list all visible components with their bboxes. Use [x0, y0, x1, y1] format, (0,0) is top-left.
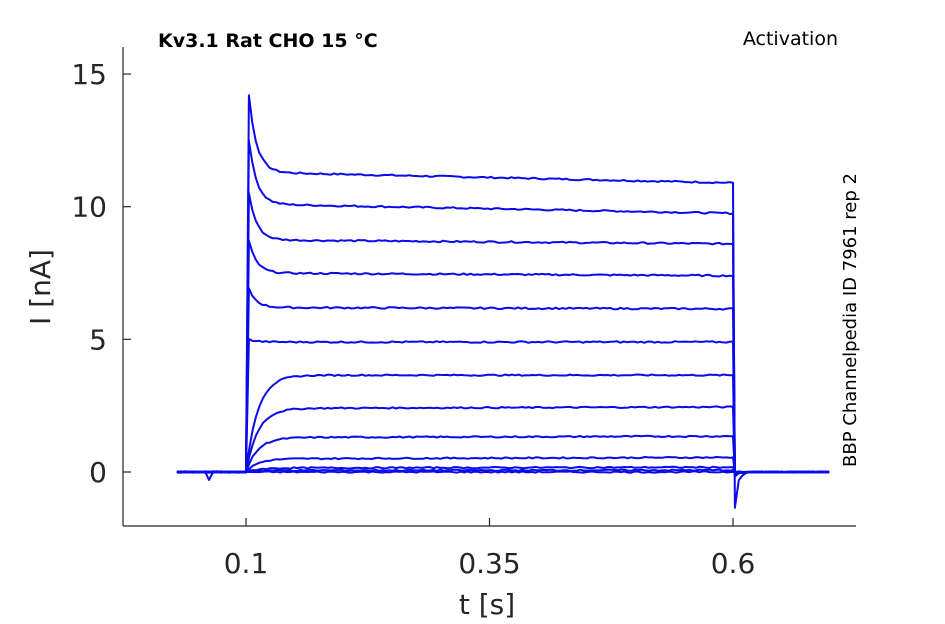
- current-trace-3: [176, 192, 830, 478]
- current-trace-5: [176, 287, 830, 476]
- current-trace-1: [176, 94, 830, 509]
- y-tick-label: 10: [71, 191, 107, 224]
- y-tick-label: 15: [71, 58, 107, 91]
- current-trace-2: [176, 139, 830, 478]
- current-trace-4: [176, 239, 830, 477]
- current-trace-9: [176, 434, 830, 474]
- x-ticks-group: 0.1 0.35 0.6: [224, 518, 756, 580]
- x-tick-label: 0.35: [458, 547, 520, 580]
- chart-title: Kv3.1 Rat CHO 15 °C: [158, 30, 378, 52]
- protocol-label: Activation: [743, 28, 838, 50]
- current-trace-13: [176, 470, 830, 481]
- source-id-label: BBP Channelpedia ID 7961 rep 2: [840, 173, 861, 467]
- current-trace-7: [176, 373, 830, 475]
- y-tick-label: 5: [89, 323, 107, 356]
- current-trace-8: [176, 405, 830, 475]
- x-tick-label: 0.6: [711, 547, 756, 580]
- current-trace-12: [176, 468, 830, 474]
- current-trace-11: [176, 465, 830, 474]
- x-tick-label: 0.1: [224, 547, 269, 580]
- y-tick-label: 0: [89, 456, 107, 489]
- traces-group: [176, 94, 830, 509]
- x-axis-label: t [s]: [459, 588, 515, 621]
- y-axis-label: I [nA]: [24, 249, 57, 325]
- current-trace-10: [176, 456, 830, 474]
- current-trace-6: [176, 337, 830, 476]
- y-ticks-group: 0 5 10 15: [71, 58, 131, 489]
